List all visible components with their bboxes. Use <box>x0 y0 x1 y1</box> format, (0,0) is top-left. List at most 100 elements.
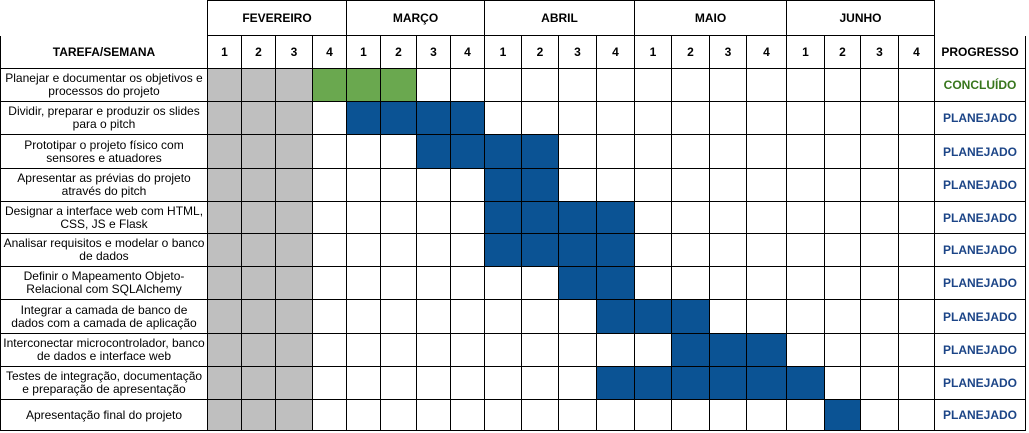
timeline-cell <box>710 267 747 300</box>
timeline-cell <box>485 102 522 135</box>
gantt-bar-segment <box>381 102 417 135</box>
task-name: Dividir, preparar e produzir os slides p… <box>1 102 208 135</box>
timeline-cell <box>747 69 787 102</box>
timeline-cell <box>417 169 451 202</box>
timeline-cell <box>485 334 522 367</box>
timeline-cell <box>417 69 451 102</box>
grid-top-border <box>207 0 935 1</box>
gantt-bar-segment <box>522 234 559 267</box>
timeline-cell <box>672 102 710 135</box>
timeline-cell <box>451 202 485 234</box>
gantt-bar-segment <box>485 234 522 267</box>
past-week-cell <box>276 400 313 431</box>
timeline-cell <box>635 400 672 431</box>
timeline-cell <box>559 400 597 431</box>
timeline-cell <box>710 300 747 334</box>
timeline-cell <box>485 267 522 300</box>
task-name: Definir o Mapeamento Objeto-Relacional c… <box>1 267 208 300</box>
timeline-cell <box>485 300 522 334</box>
past-week-cell <box>242 102 276 135</box>
timeline-cell <box>347 367 381 400</box>
week-header: 3 <box>417 36 451 69</box>
timeline-cell <box>559 169 597 202</box>
timeline-cell <box>861 135 899 169</box>
past-week-cell <box>276 300 313 334</box>
timeline-cell <box>347 400 381 431</box>
timeline-cell <box>313 202 347 234</box>
timeline-cell <box>861 102 899 135</box>
timeline-cell <box>747 202 787 234</box>
timeline-cell <box>381 135 417 169</box>
timeline-cell <box>597 169 635 202</box>
past-week-cell <box>276 102 313 135</box>
timeline-cell <box>861 334 899 367</box>
timeline-cell <box>417 267 451 300</box>
gantt-bar-segment <box>597 234 635 267</box>
timeline-cell <box>417 400 451 431</box>
week-header: 4 <box>313 36 347 69</box>
past-week-cell <box>208 234 242 267</box>
timeline-cell <box>672 135 710 169</box>
timeline-cell <box>787 234 825 267</box>
past-week-cell <box>276 367 313 400</box>
month-header: MAIO <box>635 1 787 36</box>
task-name: Designar a interface web com HTML, CSS, … <box>1 202 208 234</box>
timeline-cell <box>787 69 825 102</box>
timeline-cell <box>825 367 861 400</box>
timeline-cell <box>861 234 899 267</box>
task-name: Planejar e documentar os objetivos e pro… <box>1 69 208 102</box>
timeline-cell <box>825 202 861 234</box>
past-week-cell <box>242 300 276 334</box>
past-week-cell <box>242 135 276 169</box>
timeline-cell <box>313 367 347 400</box>
timeline-cell <box>381 202 417 234</box>
task-name: Apresentação final do projeto <box>1 400 208 431</box>
past-week-cell <box>242 234 276 267</box>
timeline-cell <box>381 234 417 267</box>
timeline-cell <box>747 267 787 300</box>
timeline-cell <box>559 135 597 169</box>
timeline-cell <box>710 69 747 102</box>
past-week-cell <box>208 169 242 202</box>
timeline-cell <box>747 169 787 202</box>
timeline-cell <box>451 234 485 267</box>
past-week-cell <box>208 135 242 169</box>
past-week-cell <box>208 400 242 431</box>
timeline-cell <box>635 135 672 169</box>
gantt-bar-segment <box>787 367 825 400</box>
timeline-cell <box>825 69 861 102</box>
past-week-cell <box>276 169 313 202</box>
timeline-cell <box>347 334 381 367</box>
past-week-cell <box>242 334 276 367</box>
past-week-cell <box>208 202 242 234</box>
progress-column-header: PROGRESSO <box>935 36 1026 69</box>
gantt-bar-segment <box>313 69 347 102</box>
timeline-cell <box>861 69 899 102</box>
gantt-bar-segment <box>597 300 635 334</box>
timeline-cell <box>417 367 451 400</box>
timeline-cell <box>825 102 861 135</box>
timeline-cell <box>451 169 485 202</box>
week-header: 4 <box>747 36 787 69</box>
timeline-cell <box>381 367 417 400</box>
timeline-cell <box>899 135 935 169</box>
week-header: 2 <box>672 36 710 69</box>
timeline-cell <box>747 234 787 267</box>
past-week-cell <box>242 400 276 431</box>
week-header: 3 <box>710 36 747 69</box>
gantt-bar-segment <box>451 135 485 169</box>
timeline-cell <box>522 334 559 367</box>
week-header: 2 <box>522 36 559 69</box>
timeline-cell <box>597 69 635 102</box>
timeline-cell <box>787 334 825 367</box>
week-header: 4 <box>451 36 485 69</box>
gantt-bar-segment <box>597 202 635 234</box>
gantt-bar-segment <box>417 102 451 135</box>
timeline-cell <box>313 102 347 135</box>
task-name: Apresentar as prévias do projeto através… <box>1 169 208 202</box>
timeline-cell <box>672 400 710 431</box>
timeline-cell <box>672 267 710 300</box>
gantt-bar-segment <box>597 367 635 400</box>
timeline-cell <box>899 334 935 367</box>
timeline-cell <box>899 267 935 300</box>
